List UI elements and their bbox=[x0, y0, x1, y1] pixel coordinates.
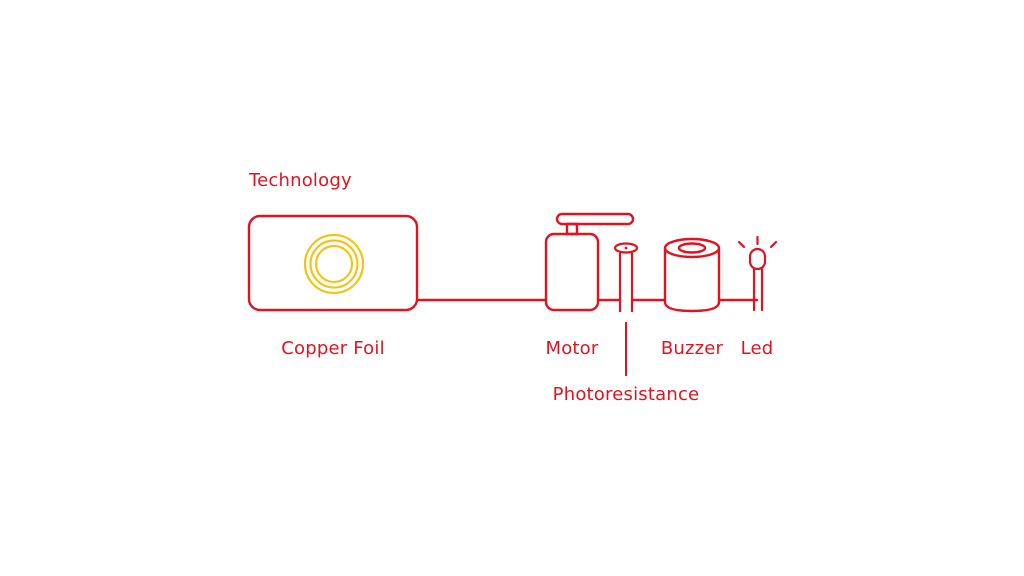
diagram-title: Technology bbox=[248, 170, 352, 191]
led-label: Led bbox=[741, 338, 774, 359]
photoresistance-label: Photoresistance bbox=[553, 384, 700, 405]
buzzer-icon bbox=[663, 237, 721, 313]
motor-label: Motor bbox=[545, 338, 598, 359]
led-icon bbox=[737, 235, 778, 312]
copper-foil-label: Copper Foil bbox=[281, 338, 385, 359]
copper-foil-component bbox=[247, 214, 419, 312]
copper-foil-pad bbox=[247, 214, 419, 312]
photoresistance-icon bbox=[613, 242, 639, 312]
copper-coil-icon bbox=[303, 233, 365, 295]
motor-icon bbox=[544, 212, 635, 312]
buzzer-label: Buzzer bbox=[661, 338, 724, 359]
